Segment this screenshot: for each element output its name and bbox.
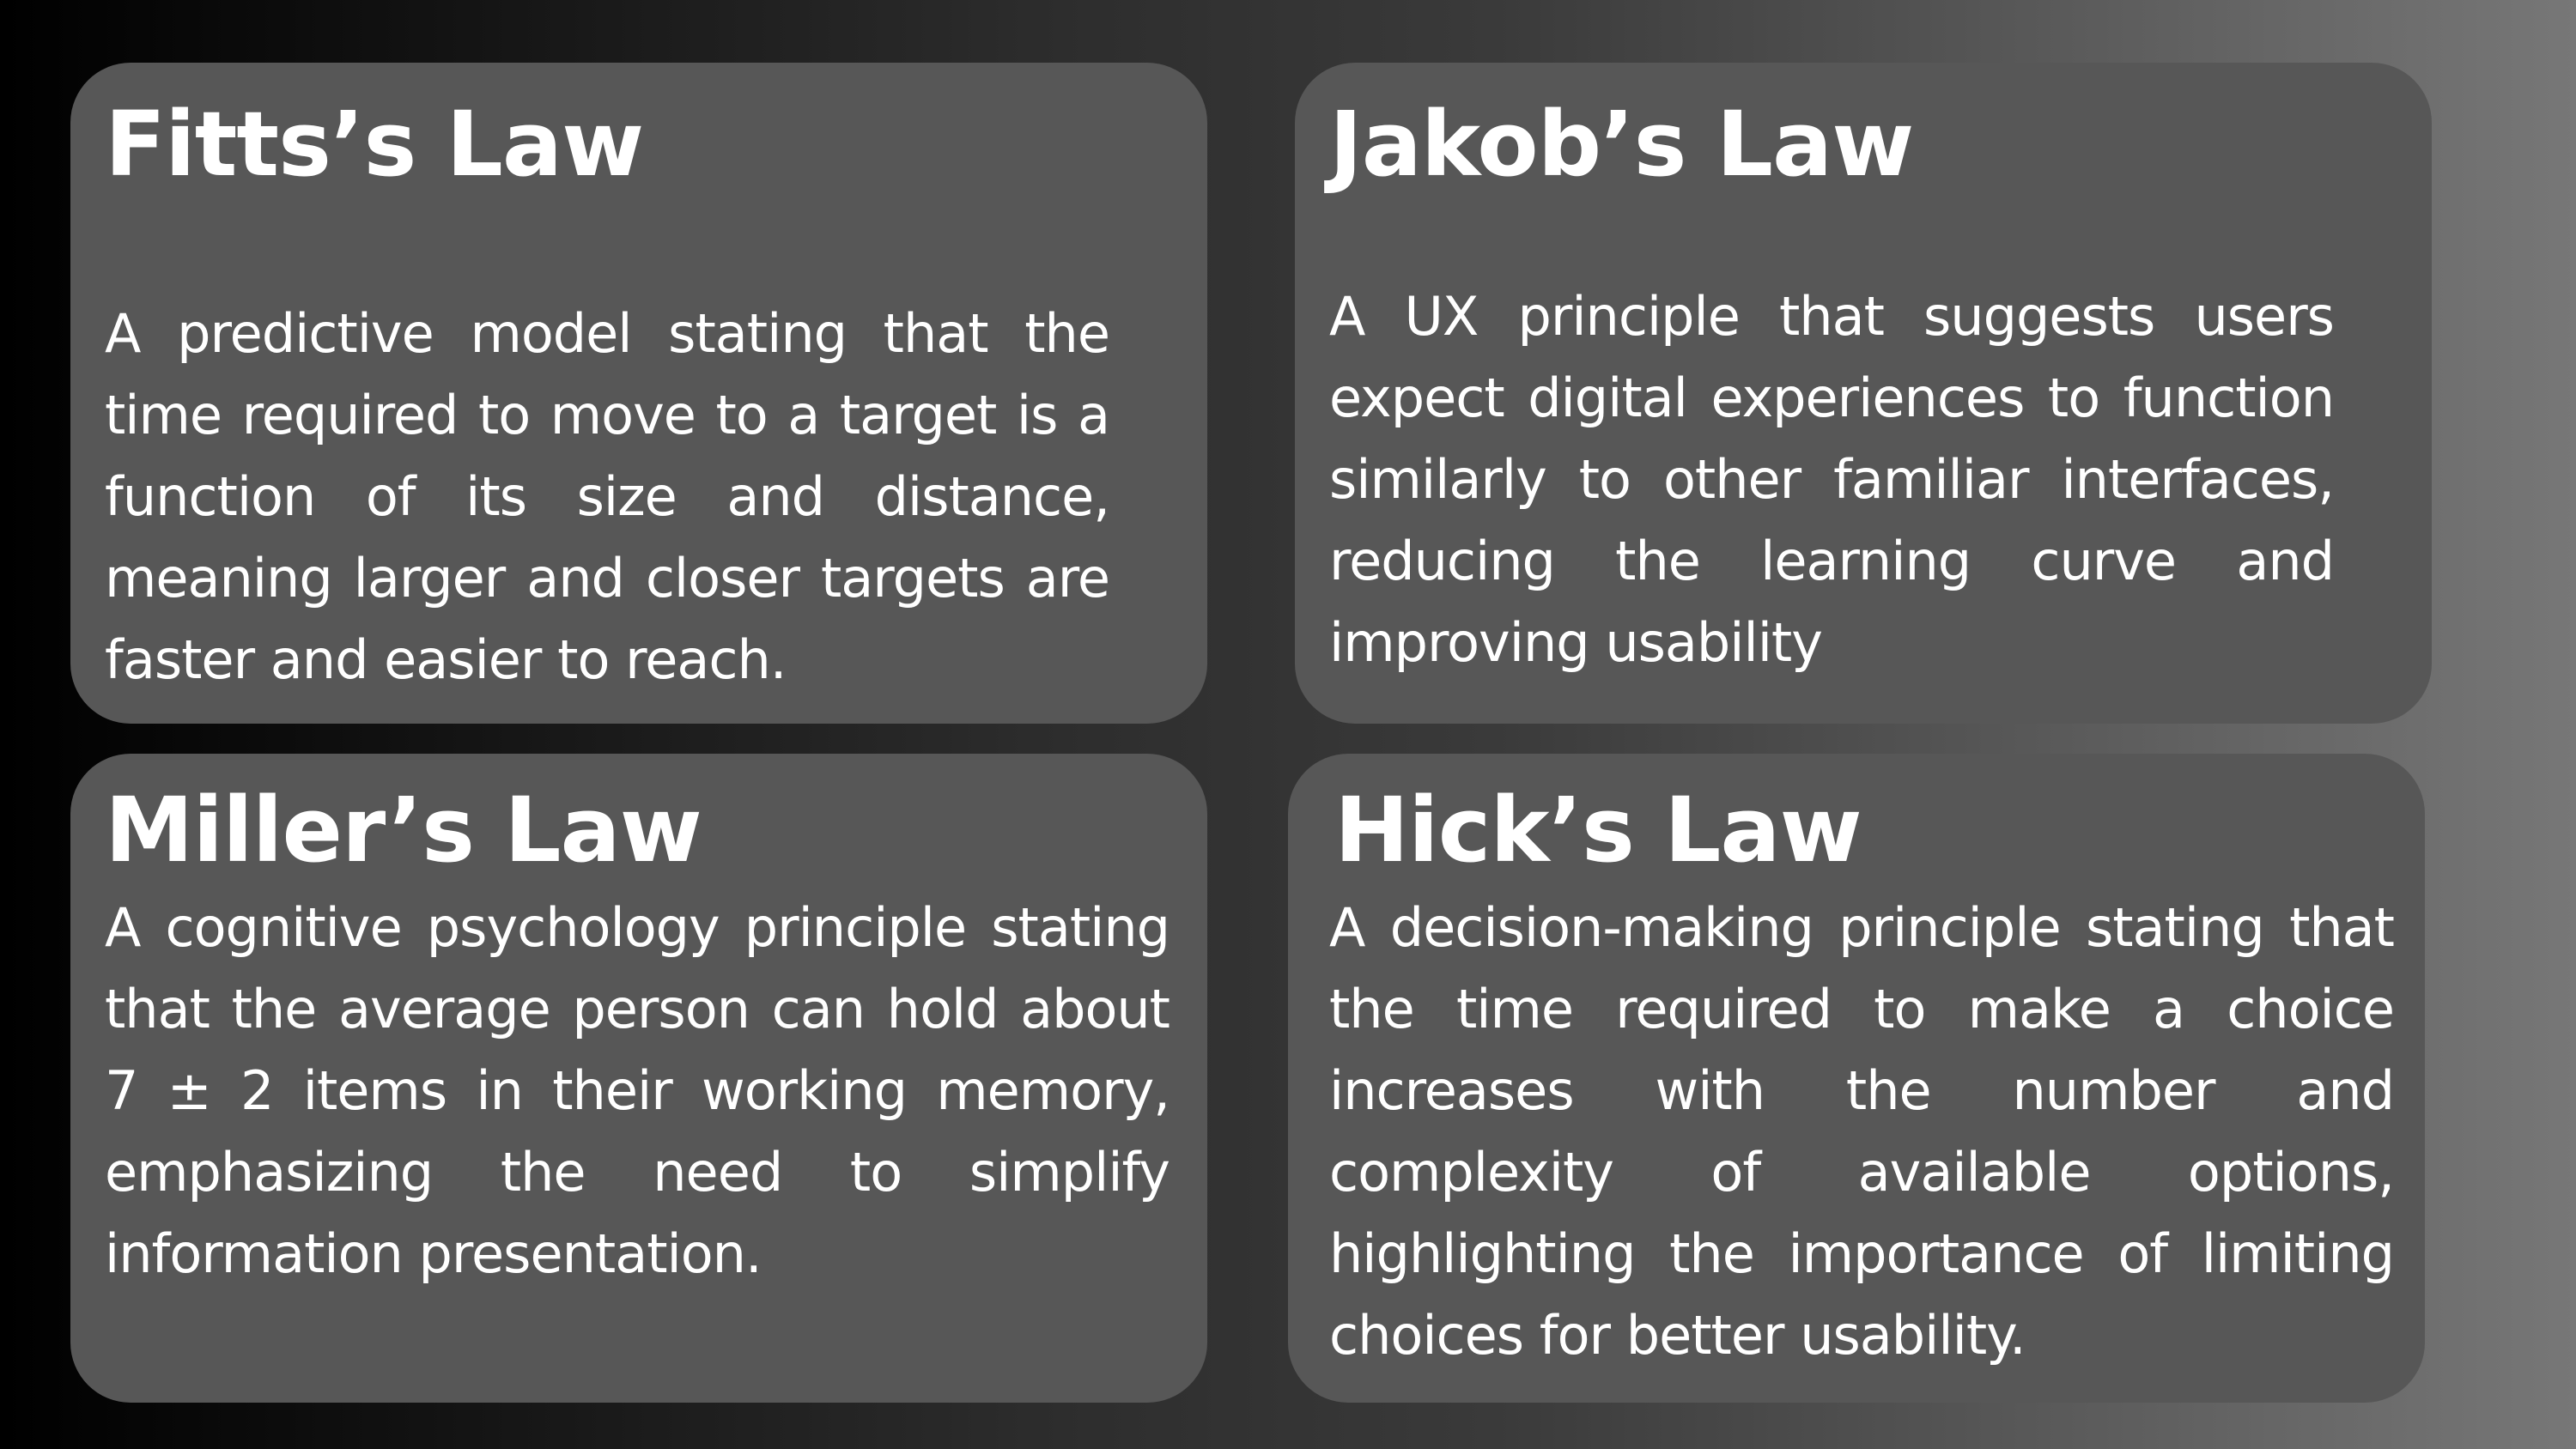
card-jakobs-law: Jakob’s Law A UX principle that suggests… (1295, 63, 2432, 724)
card-hicks-law: Hick’s Law A decision-making principle s… (1288, 754, 2425, 1403)
card-title: Jakob’s Law (1329, 92, 1914, 197)
card-title: Hick’s Law (1334, 778, 1862, 882)
card-description: A UX principle that suggests users expec… (1329, 285, 2335, 674)
card-description: A decision-making principle stating that… (1329, 896, 2395, 1367)
card-description: A cognitive psychology principle stating… (105, 896, 1170, 1285)
card-title: Miller’s Law (105, 778, 702, 882)
card-fitts-law: Fitts’s Law A predictive model stating t… (70, 63, 1207, 724)
card-description: A predictive model stating that the time… (105, 302, 1110, 691)
card-millers-law: Miller’s Law A cognitive psychology prin… (70, 754, 1207, 1403)
card-title: Fitts’s Law (105, 92, 644, 197)
